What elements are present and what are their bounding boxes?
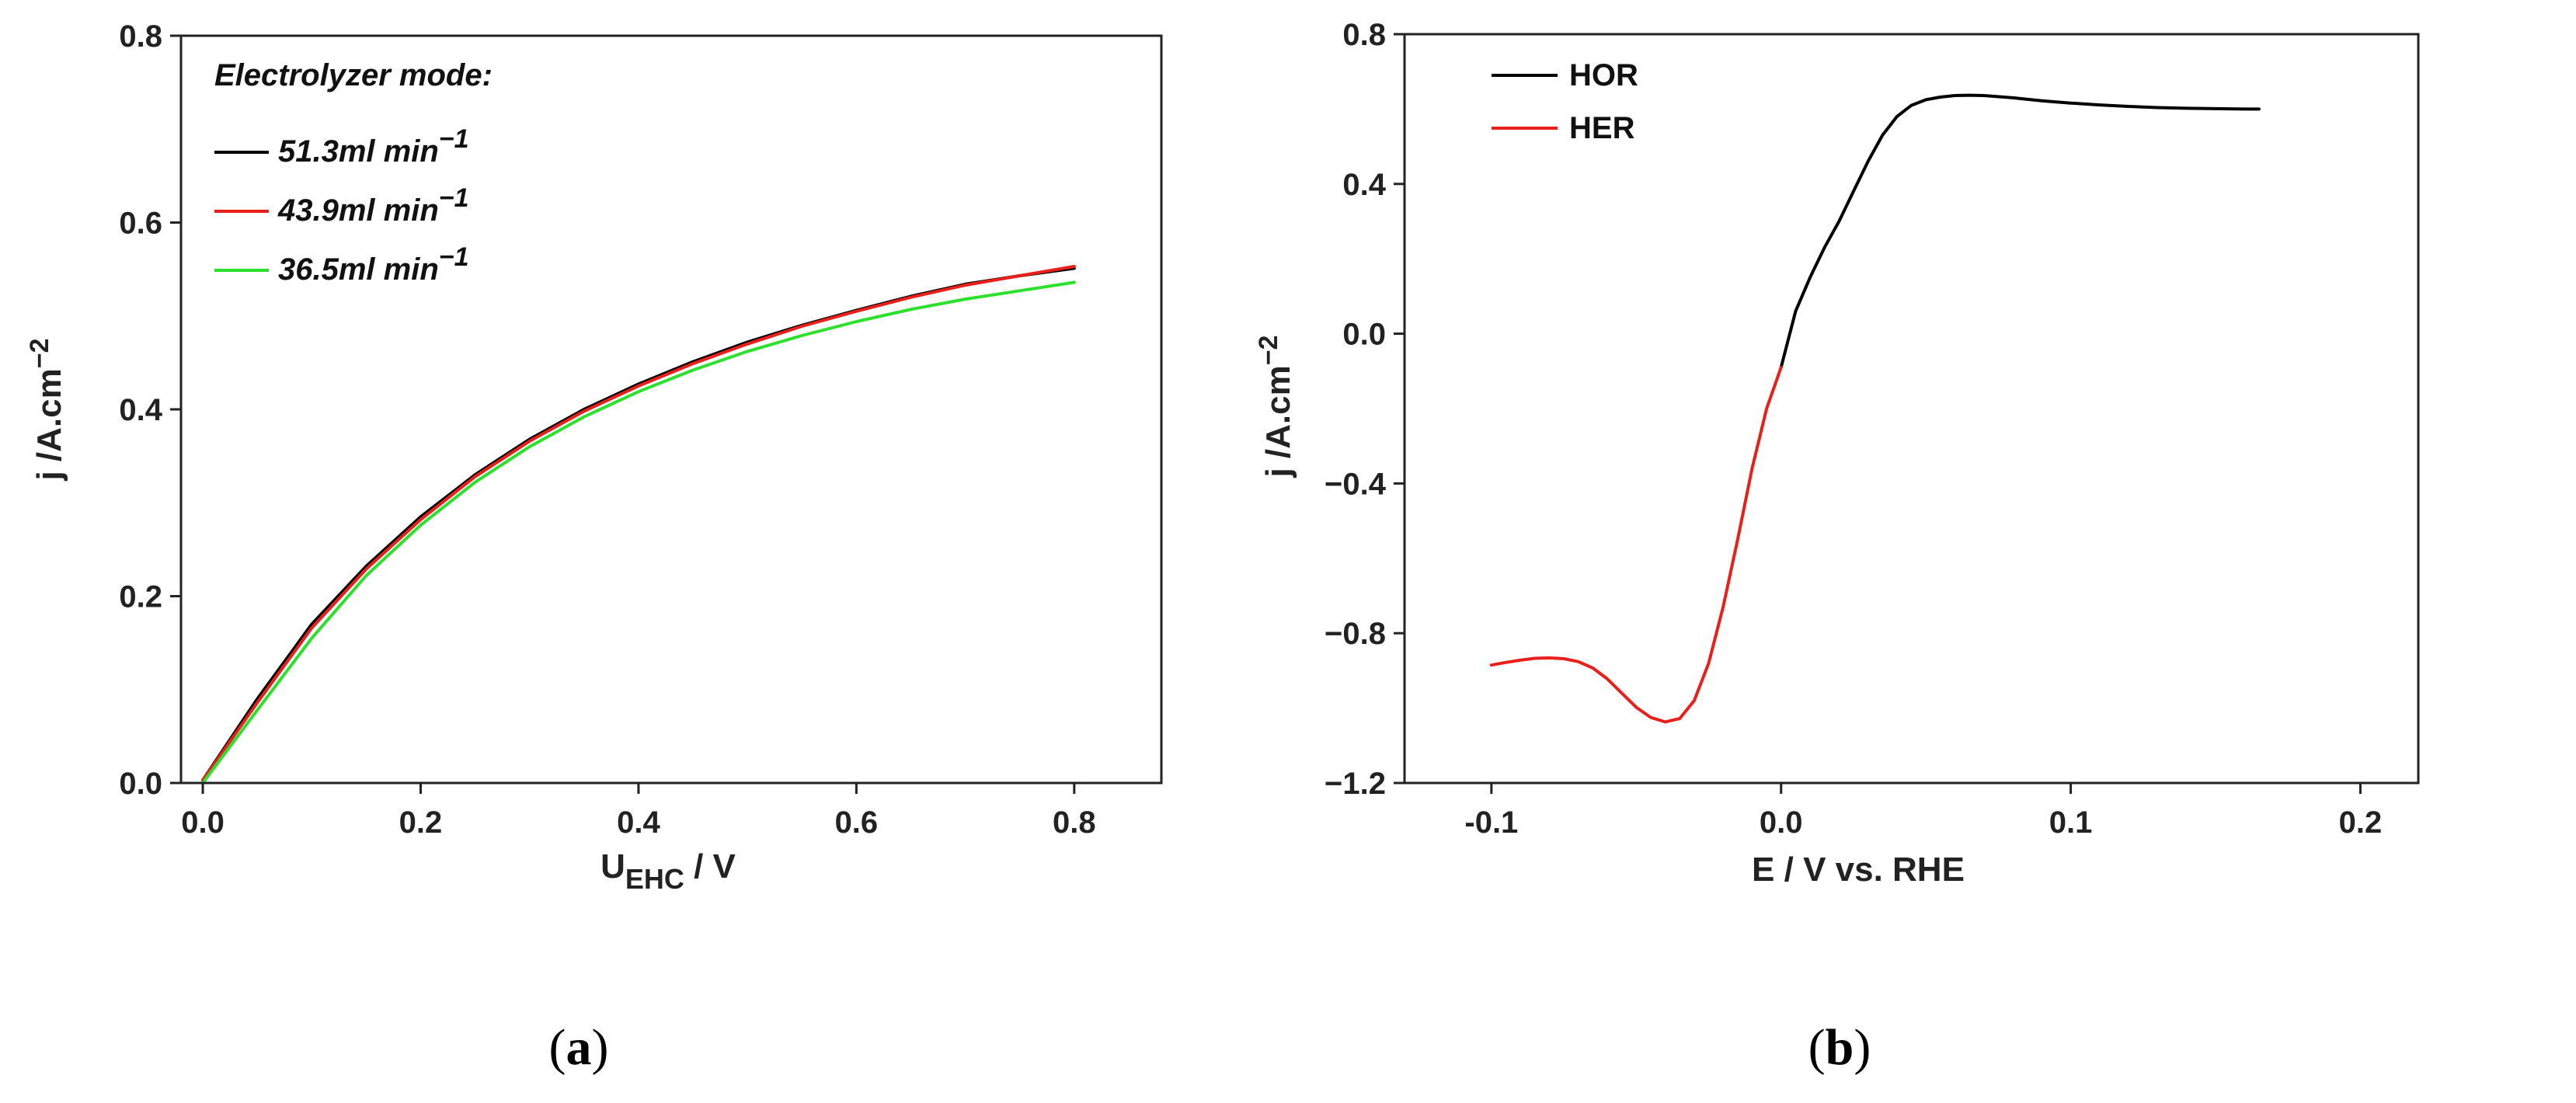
chart-b-ticks: -0.1 0.0 0.1 0.2 −1.2 −0.8 −0.4 0.0 0.4 0.8	[1325, 18, 2382, 840]
chart-b: -0.1 0.0 0.1 0.2 −1.2 −0.8 −0.4 0.0 0.4 0.8 j /A.…	[1254, 18, 2420, 1076]
chart-b-ylabel: j /A.cm−2	[1254, 335, 1297, 478]
chart-a-ytick-label: 0.0	[119, 767, 162, 801]
chart-b-series-1-line	[1779, 93, 2261, 369]
chart-a-xtick-label: 0.4	[617, 806, 660, 840]
chart-a-xtick-label: 0.8	[1053, 806, 1096, 840]
chart-a-panel-label: (a)	[549, 1019, 609, 1076]
chart-b-xtick-label: 0.0	[1760, 806, 1803, 840]
chart-a-xlabel: UEHC / V	[600, 847, 736, 895]
chart-b-legend-entry-hor: HOR	[1569, 58, 1638, 92]
chart-a-legend: Electrolyzer mode: 51.3ml min−1 43.9ml m…	[214, 58, 493, 287]
chart-a-series-1-line	[201, 266, 1076, 782]
chart-b-ytick-label: 0.4	[1342, 168, 1386, 202]
chart-a-xtick-label: 0.2	[399, 806, 443, 840]
chart-b-panel-label: (b)	[1808, 1019, 1871, 1076]
chart-b-xtick-label: -0.1	[1464, 806, 1518, 840]
chart-a-xtick-label: 0.0	[181, 806, 225, 840]
chart-a-ytick-label: 0.4	[119, 393, 162, 427]
chart-b-xlabel: E / V vs. RHE	[1752, 851, 1965, 889]
chart-b-ytick-label: −1.2	[1325, 767, 1386, 801]
chart-a-ytick-label: 0.8	[119, 19, 162, 54]
chart-a-ytick-label: 0.2	[119, 580, 162, 614]
chart-a-legend-entry-2: 43.9ml min−1	[277, 183, 469, 228]
chart-b-xtick-label: 0.2	[2339, 806, 2383, 840]
chart-b-ytick-label: 0.8	[1342, 18, 1386, 52]
chart-a-ylabel: j /A.cm−2	[25, 338, 68, 481]
chart-b-ytick-label: −0.4	[1325, 467, 1387, 501]
chart-a-legend-title: Electrolyzer mode:	[214, 58, 493, 92]
chart-a-xtick-label: 0.6	[835, 806, 879, 840]
chart-b-legend: HOR HER	[1492, 58, 1638, 145]
chart-a: 0.0 0.2 0.4 0.6 0.8 0.0 0.2 0.4 0.6 0.8 j /A.cm−2…	[25, 19, 1163, 1076]
chart-a-series-2-line	[201, 265, 1076, 782]
chart-b-ytick-label: 0.0	[1342, 318, 1386, 352]
chart-b-plot-frame	[1403, 33, 2420, 785]
chart-a-legend-entry-3: 36.5ml min−1	[278, 242, 469, 287]
chart-b-series-group	[1489, 93, 2261, 724]
chart-a-series-group	[201, 265, 1076, 785]
chart-a-legend-entry-1: 51.3ml min−1	[278, 124, 469, 169]
chart-a-ticks: 0.0 0.2 0.4 0.6 0.8 0.0 0.2 0.4 0.6 0.8	[119, 19, 1095, 840]
chart-b-series-2-line	[1489, 366, 1783, 724]
chart-a-series-3-line	[201, 280, 1076, 785]
chart-b-xtick-label: 0.1	[2049, 806, 2093, 840]
chart-b-ytick-label: −0.8	[1325, 617, 1386, 651]
chart-a-ytick-label: 0.6	[119, 207, 162, 241]
chart-b-legend-entry-her: HER	[1569, 111, 1635, 145]
